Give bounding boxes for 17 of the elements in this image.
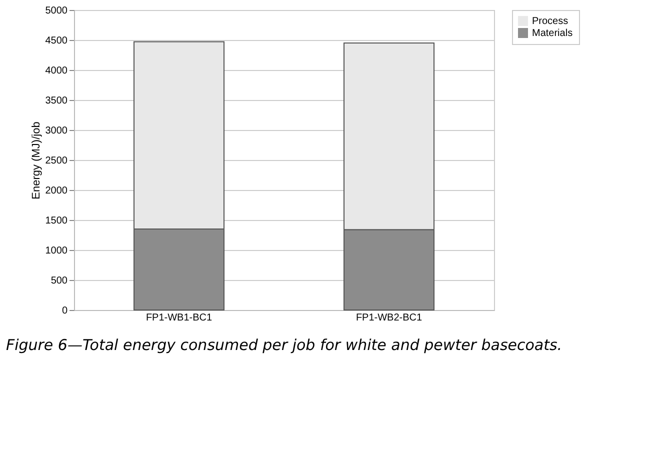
legend-label: Process (532, 16, 568, 27)
y-axis-title: Energy (MJ)/job (30, 122, 42, 200)
y-tick-label: 3000 (45, 126, 68, 136)
x-tick-label: FP1-WB2-BC1 (356, 312, 422, 324)
y-tick-label: 2000 (45, 186, 68, 196)
x-tick-label: FP1-WB1-BC1 (146, 312, 212, 324)
y-tick-label: 4500 (45, 36, 68, 46)
y-tick-label: 1500 (45, 216, 68, 226)
y-tick-label: 4000 (45, 66, 68, 76)
y-tick-label: 1000 (45, 246, 68, 256)
y-tick-label: 0 (62, 306, 68, 316)
y-tick-label: 500 (50, 276, 68, 286)
caption: Figure 6—Total energy consumed per job for white and pewter basecoats. (6, 336, 562, 354)
y-tick-label: 3500 (45, 96, 68, 106)
y-tick-label: 5000 (45, 6, 68, 16)
y-tick-label: 2500 (45, 156, 68, 166)
legend-label: Materials (532, 28, 573, 39)
